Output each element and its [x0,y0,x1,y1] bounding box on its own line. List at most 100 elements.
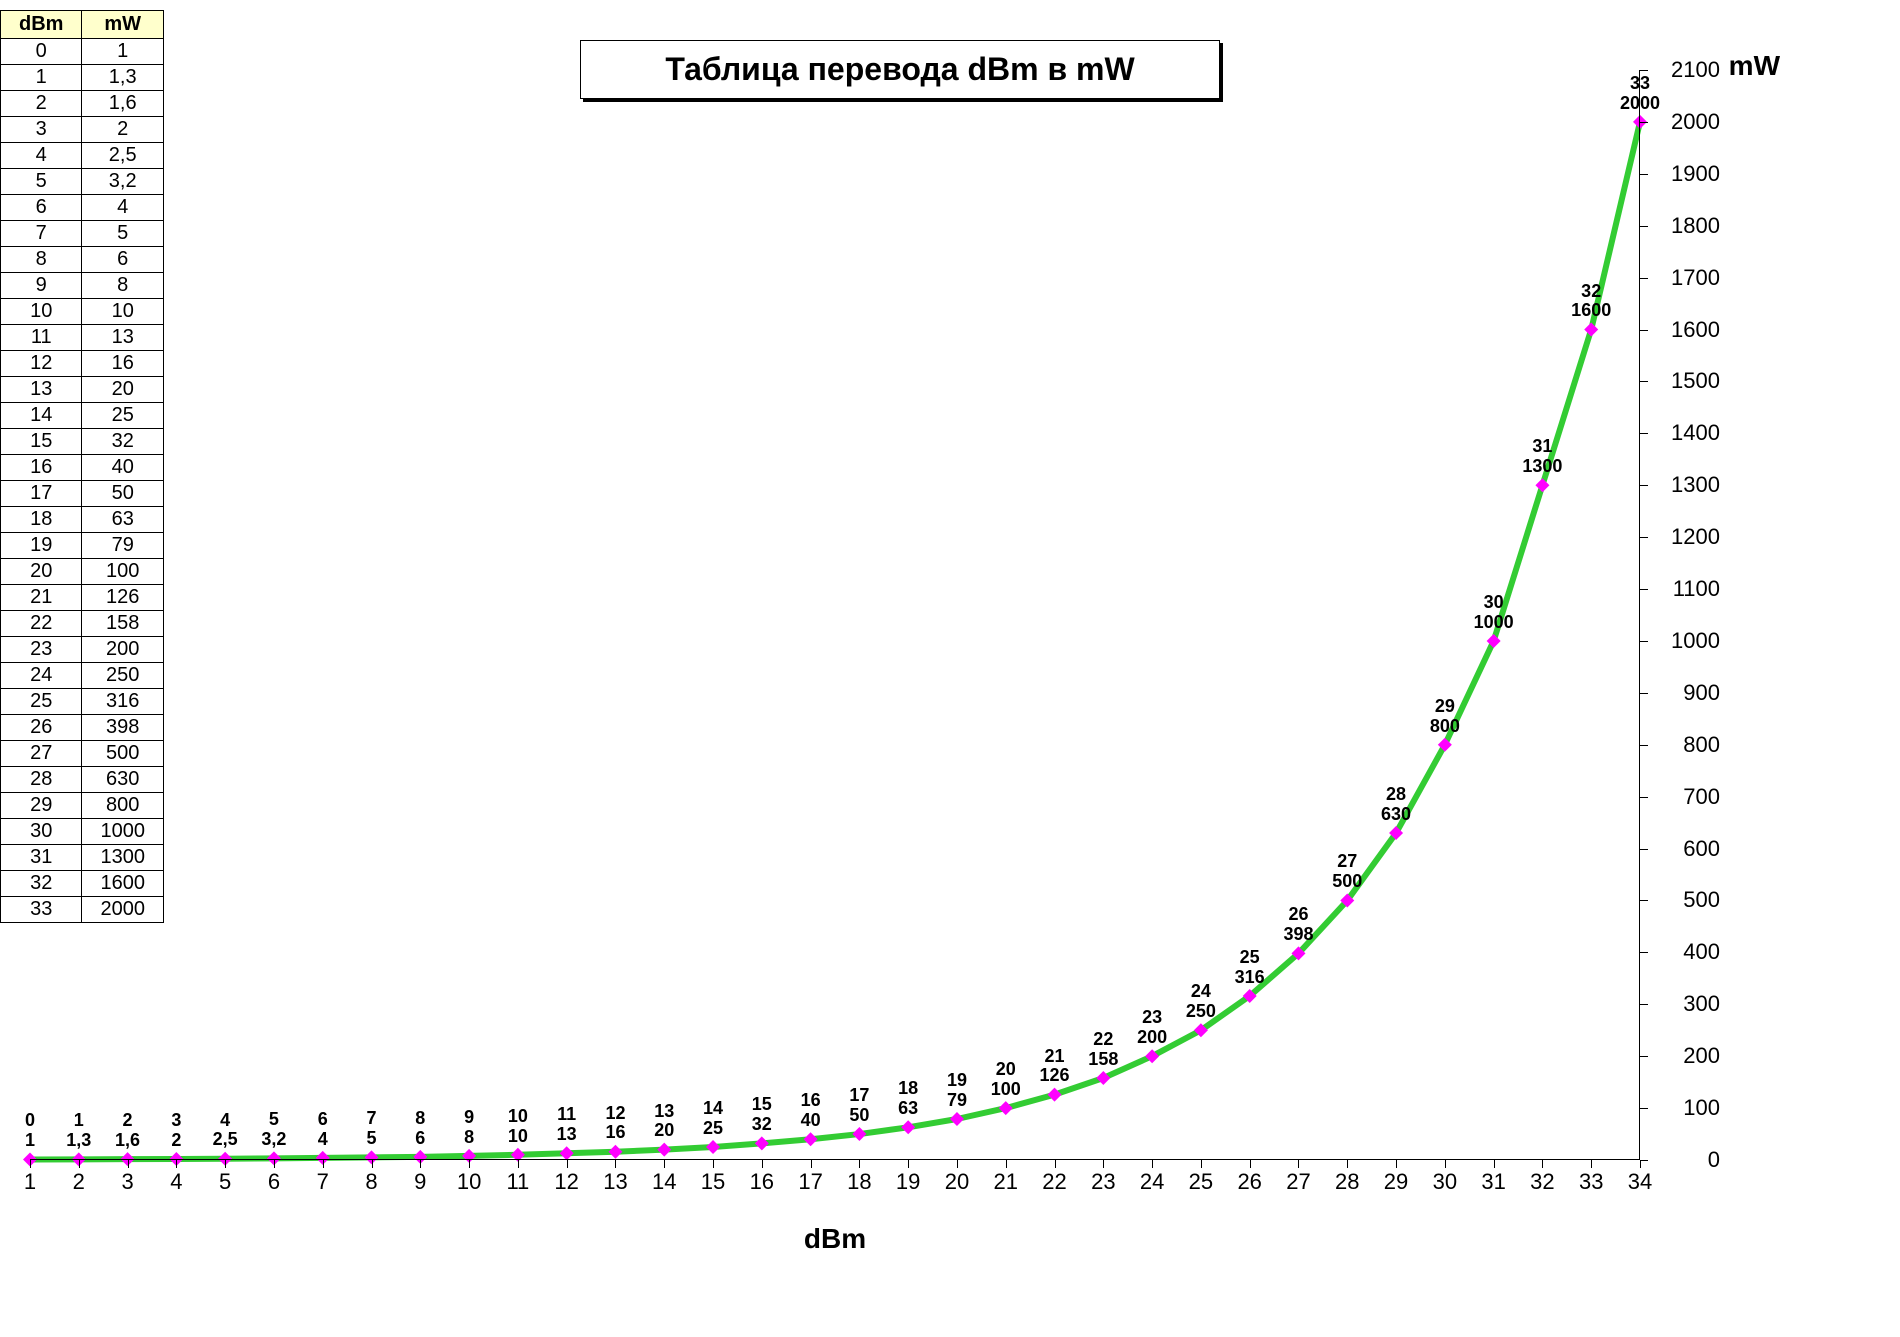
data-point-label: 21126 [1040,1047,1070,1087]
data-point-label: 1425 [703,1099,723,1139]
data-point-label: 1532 [752,1095,772,1135]
y-tick-label: 500 [1683,887,1720,913]
y-tick-label: 2000 [1671,109,1720,135]
data-point-label: 1863 [898,1079,918,1119]
plot-region: mW dBm 010020030040050060070080090010001… [30,70,1640,1160]
x-tick-label: 2 [73,1169,85,1195]
data-point-label: 1010 [508,1107,528,1147]
y-tick-label: 1400 [1671,420,1720,446]
y-tick-label: 900 [1683,680,1720,706]
y-axis-title: mW [1729,50,1780,82]
x-tick-label: 28 [1335,1169,1359,1195]
x-tick-label: 24 [1140,1169,1164,1195]
data-point-label: 1113 [557,1105,577,1145]
y-tick-label: 800 [1683,732,1720,758]
y-tick-label: 300 [1683,991,1720,1017]
y-tick-label: 1900 [1671,161,1720,187]
data-point-label: 29800 [1430,697,1460,737]
x-tick-label: 16 [750,1169,774,1195]
x-tick-label: 33 [1579,1169,1603,1195]
data-point-label: 1320 [654,1102,674,1142]
data-point-label: 1979 [947,1071,967,1111]
data-point-label: 311300 [1522,437,1562,477]
data-marker [950,1112,964,1126]
data-point-label: 11,3 [66,1111,91,1151]
x-tick-label: 15 [701,1169,725,1195]
data-point-label: 42,5 [213,1111,238,1151]
data-point-label: 26398 [1283,905,1313,945]
x-tick-label: 31 [1481,1169,1505,1195]
data-marker [755,1136,769,1150]
x-tick-label: 27 [1286,1169,1310,1195]
data-marker [999,1101,1013,1115]
y-tick-label: 1000 [1671,628,1720,654]
y-tick-label: 1200 [1671,524,1720,550]
data-point-label: 75 [366,1109,376,1149]
x-tick-label: 34 [1628,1169,1652,1195]
y-tick-label: 700 [1683,784,1720,810]
x-tick-label: 20 [945,1169,969,1195]
x-tick-label: 32 [1530,1169,1554,1195]
data-marker [1584,323,1598,337]
x-tick-label: 6 [268,1169,280,1195]
x-tick-label: 9 [414,1169,426,1195]
data-point-label: 98 [464,1108,474,1148]
x-tick-label: 23 [1091,1169,1115,1195]
x-tick-label: 22 [1042,1169,1066,1195]
data-point-label: 332000 [1620,74,1660,114]
data-marker [901,1120,915,1134]
chart-svg [30,70,1640,1160]
data-point-label: 28630 [1381,785,1411,825]
data-point-label: 64 [318,1110,328,1150]
data-marker [1048,1088,1062,1102]
data-point-label: 53,2 [261,1110,286,1150]
data-point-label: 321600 [1571,282,1611,322]
y-tick-label: 400 [1683,939,1720,965]
chart-area: mW dBm 010020030040050060070080090010001… [30,30,1750,1170]
x-axis-title: dBm [804,1223,866,1255]
data-point-label: 20100 [991,1060,1021,1100]
data-point-label: 24250 [1186,982,1216,1022]
data-marker [852,1127,866,1141]
y-tick-label: 1300 [1671,472,1720,498]
data-marker [657,1143,671,1157]
x-tick-label: 13 [603,1169,627,1195]
x-tick-label: 5 [219,1169,231,1195]
x-tick-label: 21 [994,1169,1018,1195]
data-point-label: 1750 [849,1086,869,1126]
data-point-label: 32 [171,1111,181,1151]
data-point-label: 27500 [1332,852,1362,892]
x-tick-label: 4 [170,1169,182,1195]
data-point-label: 301000 [1474,593,1514,633]
y-tick-label: 600 [1683,836,1720,862]
y-tick-label: 100 [1683,1095,1720,1121]
x-tick-label: 1 [24,1169,36,1195]
x-tick-label: 26 [1237,1169,1261,1195]
x-tick-label: 14 [652,1169,676,1195]
data-marker [706,1140,720,1154]
x-tick-label: 29 [1384,1169,1408,1195]
y-tick-label: 1700 [1671,265,1720,291]
x-tick-label: 19 [896,1169,920,1195]
data-point-label: 23200 [1137,1008,1167,1048]
y-tick-label: 1100 [1673,576,1720,602]
data-point-label: 22158 [1088,1030,1118,1070]
data-point-label: 25316 [1235,948,1265,988]
x-tick-label: 10 [457,1169,481,1195]
x-tick-label: 30 [1433,1169,1457,1195]
data-point-label: 86 [415,1109,425,1149]
y-tick-label: 200 [1683,1043,1720,1069]
x-tick-label: 11 [506,1169,529,1195]
data-marker [804,1132,818,1146]
y-tick-label: 2100 [1671,57,1720,83]
y-tick-label: 1800 [1671,213,1720,239]
data-marker [1535,478,1549,492]
data-point-label: 1216 [605,1104,625,1144]
x-tick-label: 8 [365,1169,377,1195]
data-point-label: 01 [25,1111,35,1151]
y-tick-label: 0 [1708,1147,1720,1173]
x-tick-label: 7 [317,1169,329,1195]
y-tick-label: 1500 [1671,368,1720,394]
x-tick-label: 3 [121,1169,133,1195]
y-tick-label: 1600 [1671,317,1720,343]
